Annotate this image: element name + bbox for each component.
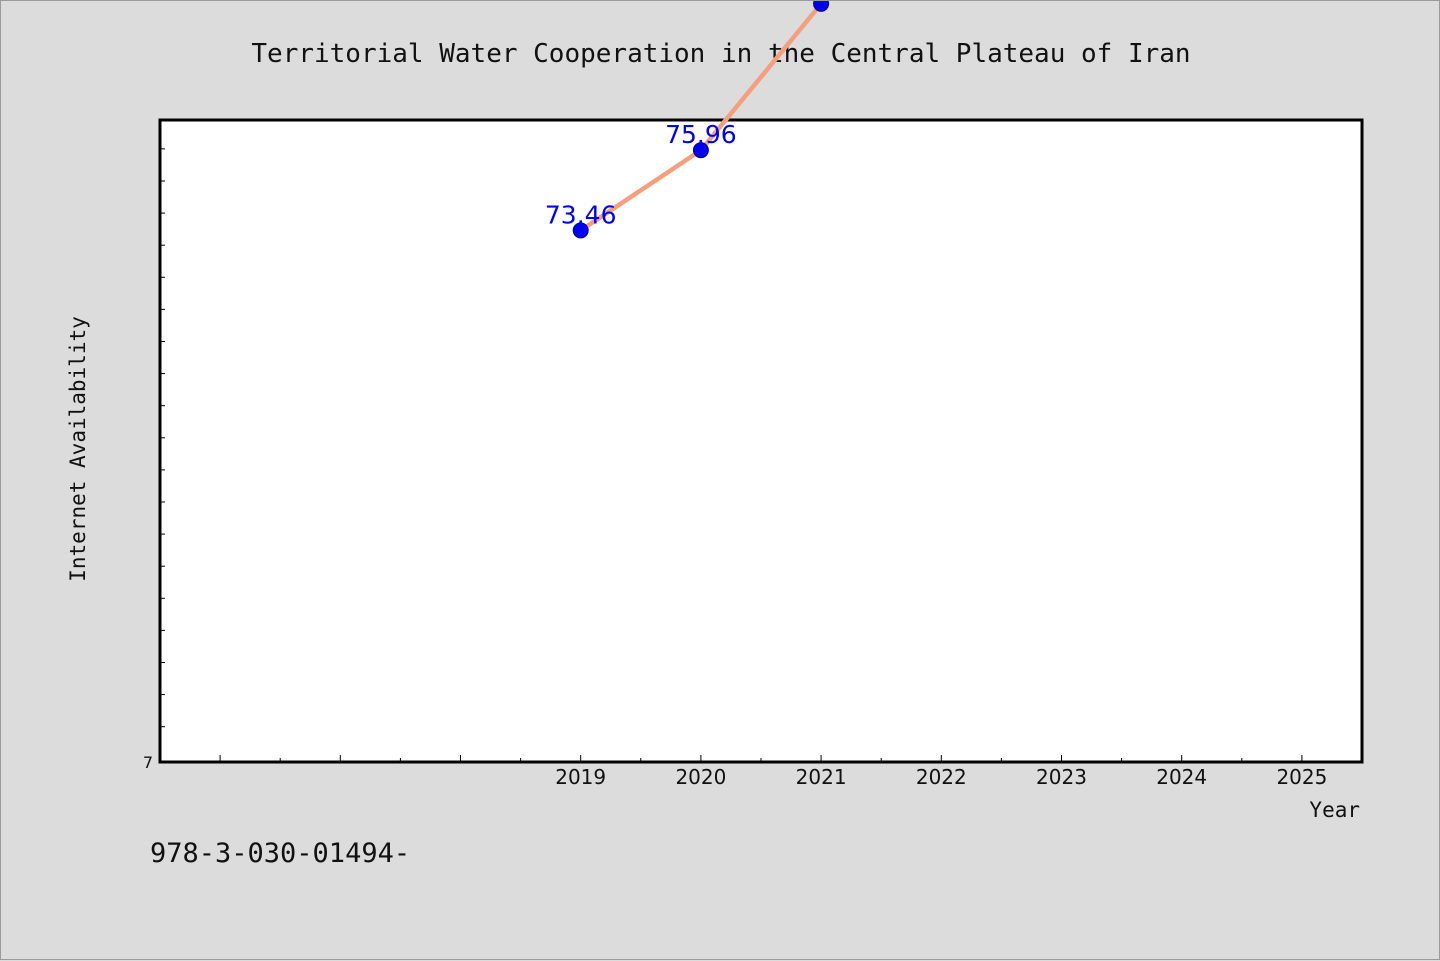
x-tick-label: 2022 xyxy=(916,765,967,789)
footnote-isbn: 978-3-030-01494- xyxy=(150,838,410,869)
data-point xyxy=(572,222,589,239)
x-tick-label: 2019 xyxy=(555,765,606,789)
x-axis-title: Year xyxy=(1309,798,1360,822)
x-tick-label: 2025 xyxy=(1276,765,1327,789)
x-tick-label: 2020 xyxy=(675,765,726,789)
x-axis-tick-labels: 2019 2020 2021 2022 2023 2024 2025 xyxy=(555,765,1327,789)
data-point-markers xyxy=(572,1,830,239)
data-label: 75.96 xyxy=(665,120,737,149)
y-axis-ticks xyxy=(160,148,165,728)
data-label: 73.46 xyxy=(545,200,617,229)
x-tick-label: 2021 xyxy=(796,765,847,789)
y-tick-label: 7 xyxy=(143,753,153,772)
data-label: 80.52 xyxy=(785,1,857,3)
y-axis-title: Internet Availability xyxy=(66,316,90,582)
x-tick-label: 2024 xyxy=(1156,765,1207,789)
data-point xyxy=(692,142,709,159)
plot-area xyxy=(158,118,1364,764)
chart-title: Territorial Water Cooperation in the Cen… xyxy=(251,39,1190,69)
x-tick-label: 2023 xyxy=(1036,765,1087,789)
y-axis-tick-labels: 7 xyxy=(143,753,153,772)
x-axis-ticks xyxy=(159,755,1363,762)
data-point xyxy=(813,1,830,12)
